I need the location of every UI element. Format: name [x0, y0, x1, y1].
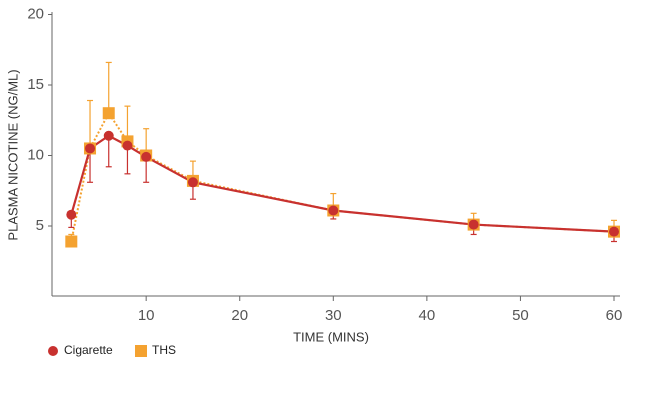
y-tick-label: 5 [36, 217, 44, 234]
marker [141, 151, 152, 162]
y-axis-title: PLASMA NICOTINE (NG/ML) [5, 69, 20, 240]
series-line [70, 134, 615, 233]
x-tick-label: 40 [419, 307, 436, 324]
marker [66, 209, 77, 220]
legend-marker [135, 345, 147, 357]
legend-label: THS [152, 343, 176, 357]
x-tick-label: 20 [231, 307, 248, 324]
marker [609, 226, 619, 237]
marker [103, 130, 114, 141]
marker [122, 140, 133, 151]
x-tick-label: 60 [606, 307, 623, 324]
series-line [70, 111, 615, 242]
y-tick-label: 10 [27, 146, 44, 163]
x-tick-label: 10 [138, 307, 155, 324]
x-axis-title: TIME (MINS) [293, 329, 369, 344]
marker [102, 107, 115, 120]
marker [468, 219, 479, 230]
x-tick-label: 50 [512, 307, 529, 324]
marker [187, 177, 198, 188]
legend-label: Cigarette [64, 343, 113, 357]
marker [85, 143, 96, 154]
y-tick-label: 15 [27, 76, 44, 93]
marker [65, 235, 78, 248]
legend-marker [48, 346, 58, 356]
y-tick-label: 20 [27, 5, 44, 22]
marker [328, 205, 339, 216]
x-tick-label: 30 [325, 307, 342, 324]
